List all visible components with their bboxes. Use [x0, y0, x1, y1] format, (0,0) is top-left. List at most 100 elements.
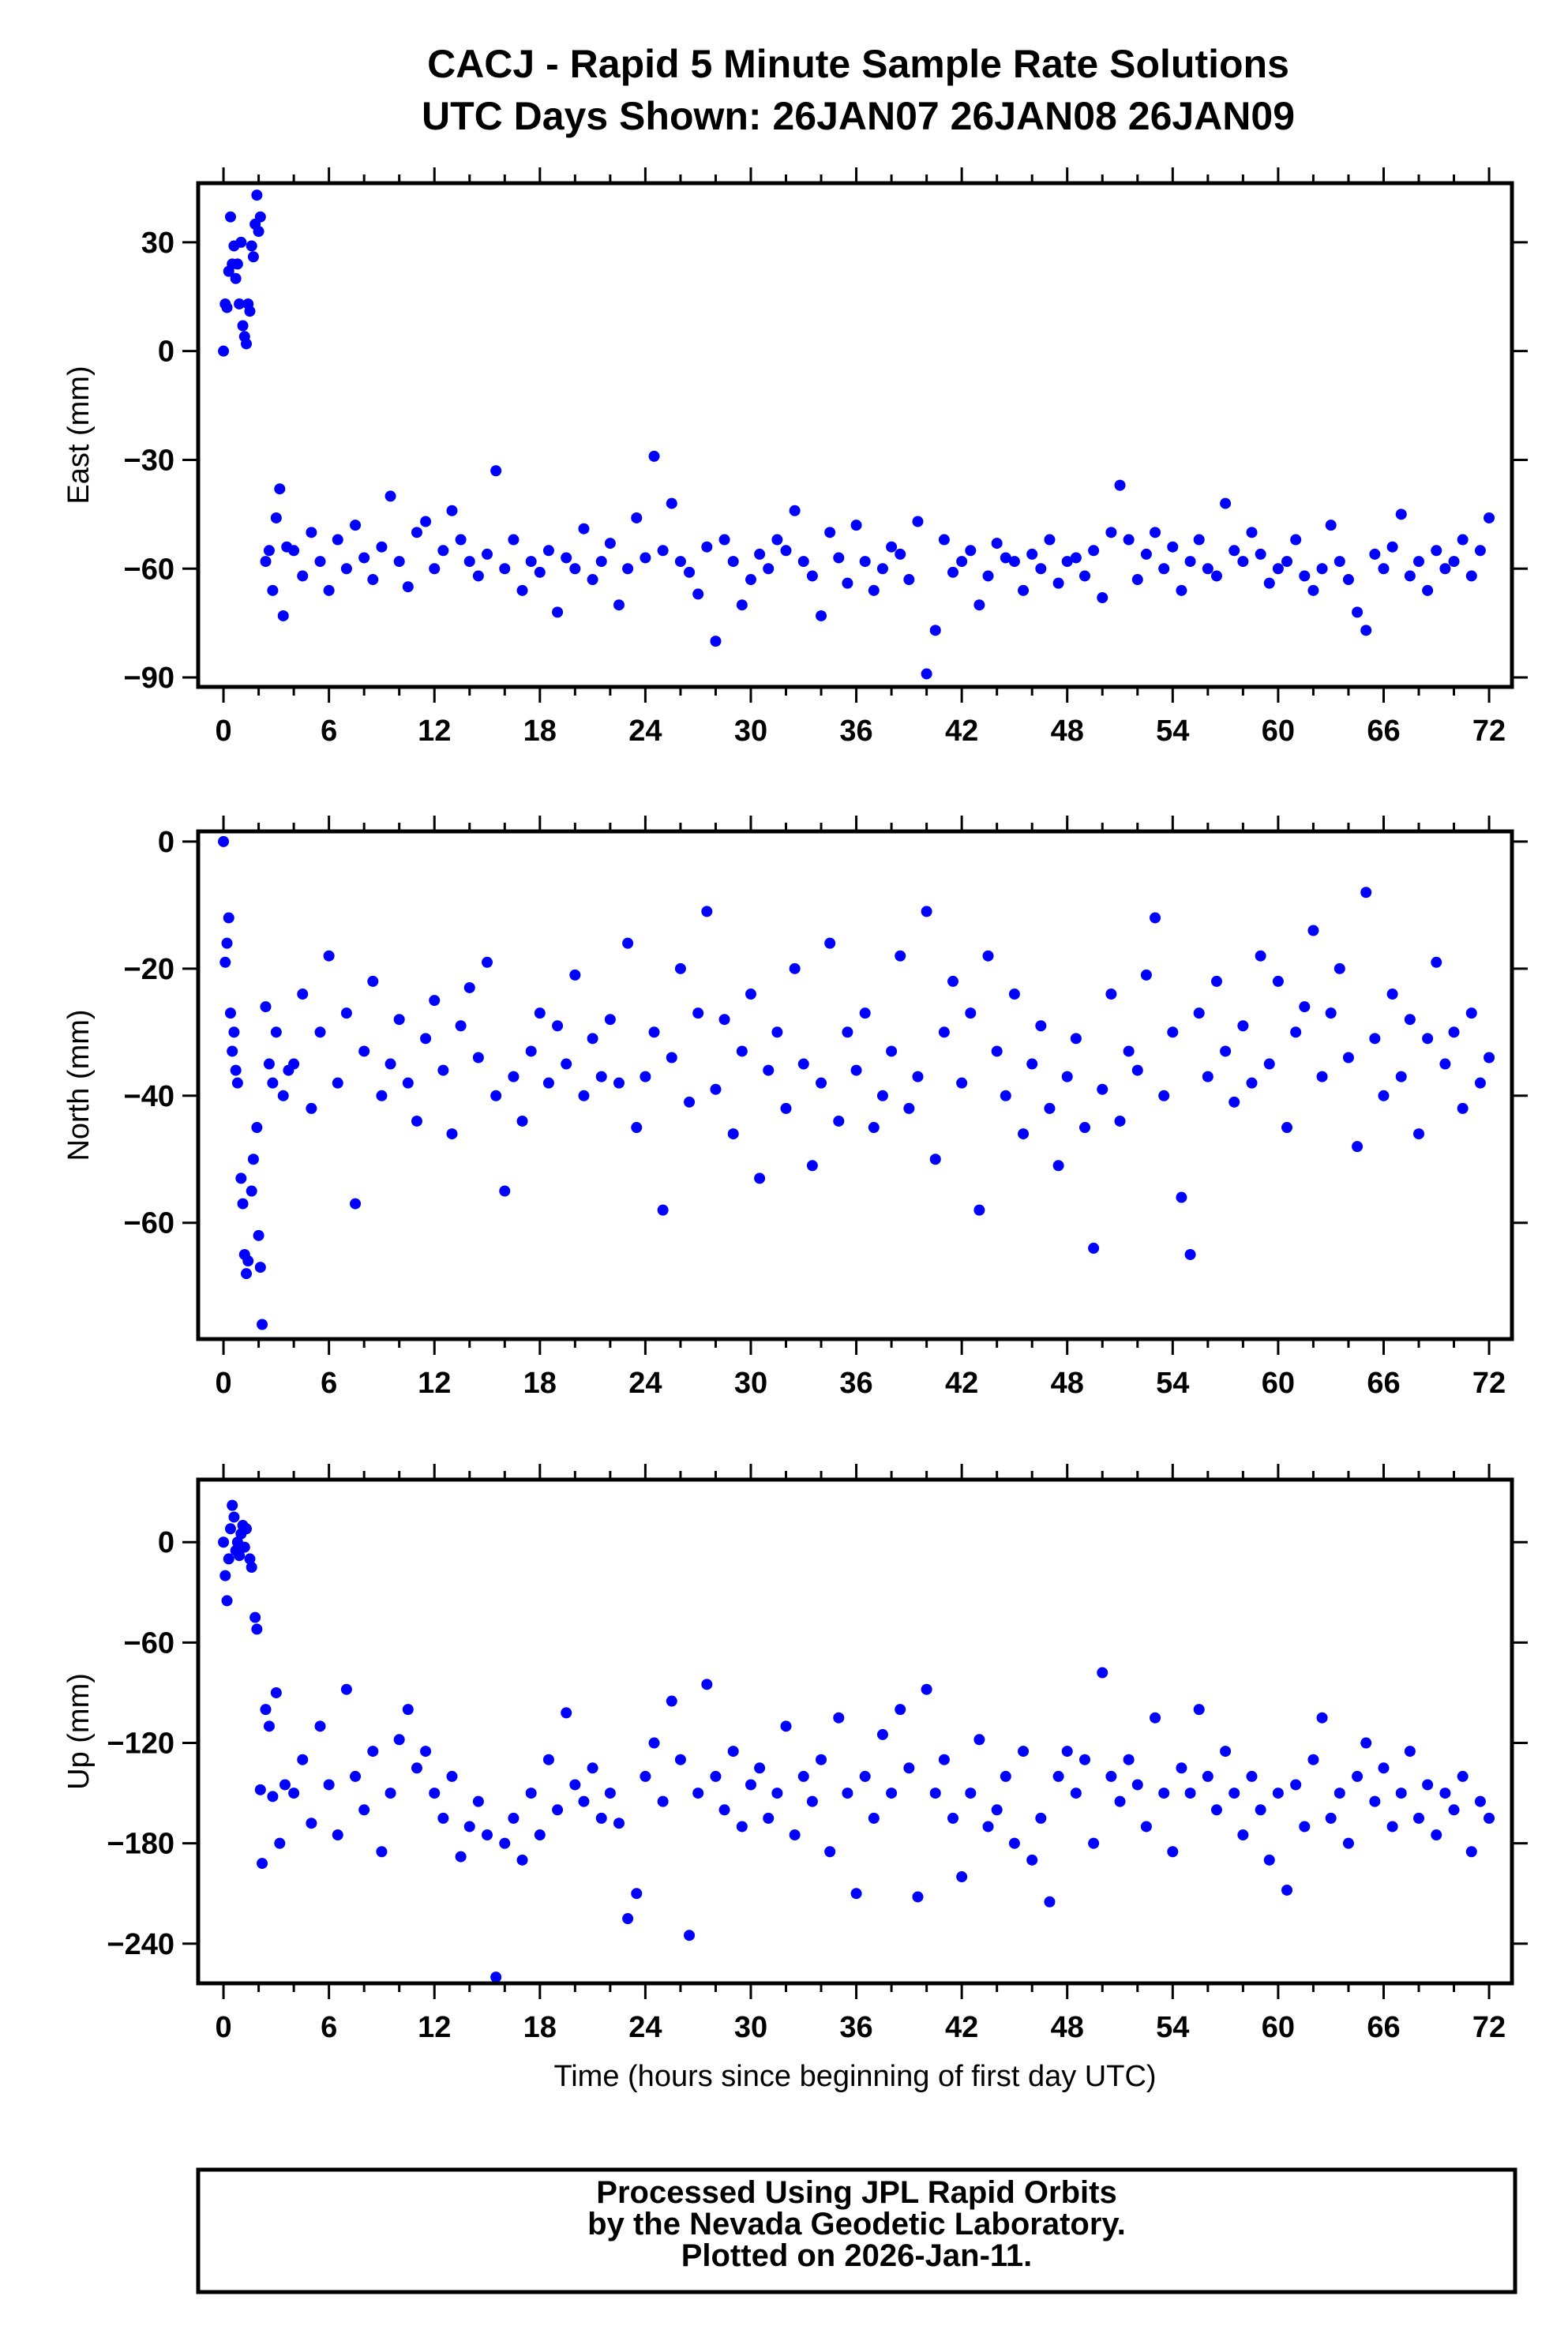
- data-point: [816, 610, 827, 621]
- data-point: [1342, 574, 1354, 586]
- data-point: [797, 1770, 809, 1782]
- data-point: [1052, 1770, 1064, 1782]
- data-point: [402, 1077, 414, 1089]
- data-point: [797, 1058, 809, 1070]
- data-point: [657, 1795, 669, 1807]
- data-point: [231, 1077, 243, 1089]
- data-point: [490, 1971, 502, 1983]
- x-tick-label: 60: [1262, 1367, 1295, 1400]
- data-point: [1465, 1846, 1477, 1858]
- data-point: [947, 975, 959, 987]
- data-point: [1202, 1071, 1214, 1082]
- data-point: [833, 552, 845, 564]
- data-point: [965, 1007, 977, 1019]
- data-point: [648, 1026, 660, 1038]
- data-point: [1158, 563, 1170, 575]
- panel-east: 0 6 12 18 24 30 36 42 48 54 60 66 72 30 0 −30 −60 −90 East…: [62, 167, 1528, 748]
- data-point: [218, 835, 230, 847]
- data-point: [561, 1707, 572, 1719]
- data-point: [237, 1198, 249, 1210]
- data-point: [1114, 1795, 1126, 1807]
- data-point: [816, 1077, 827, 1089]
- y-tick-label: −60: [124, 1626, 174, 1660]
- data-point: [956, 1871, 968, 1883]
- footer-line-1: Processed Using JPL Rapid Orbits: [596, 2175, 1116, 2210]
- data-point: [850, 520, 862, 531]
- data-point: [297, 1754, 309, 1765]
- data-point: [376, 1846, 388, 1858]
- data-point: [947, 1812, 959, 1824]
- data-point: [1246, 527, 1258, 538]
- data-point: [666, 1695, 677, 1707]
- data-point: [1290, 1779, 1302, 1791]
- data-point: [1404, 1014, 1416, 1026]
- data-point: [710, 1083, 722, 1095]
- data-point: [604, 1014, 616, 1026]
- data-point: [1255, 548, 1266, 560]
- data-point: [771, 1026, 783, 1038]
- data-point: [1210, 1804, 1222, 1816]
- data-point: [640, 1071, 651, 1082]
- data-point: [455, 1851, 467, 1863]
- data-point: [1140, 969, 1152, 981]
- data-point: [921, 668, 932, 680]
- data-point: [1052, 577, 1064, 589]
- x-tick-label: 60: [1262, 2011, 1295, 2044]
- data-point: [1044, 534, 1056, 546]
- y-tick-label: 0: [158, 1526, 174, 1559]
- data-point: [1193, 534, 1205, 546]
- y-tick-label: −40: [124, 1080, 174, 1113]
- data-point: [1088, 1242, 1100, 1254]
- data-point: [1404, 570, 1416, 582]
- data-point: [947, 566, 959, 578]
- data-point: [238, 1541, 250, 1553]
- x-tick-label: 6: [321, 715, 337, 748]
- data-point: [227, 1045, 238, 1057]
- data-point: [1378, 1762, 1390, 1774]
- data-point: [1281, 1884, 1293, 1896]
- data-point: [587, 1762, 598, 1774]
- data-point: [982, 570, 994, 582]
- x-tick-label: 48: [1051, 1367, 1084, 1400]
- data-point: [1474, 1795, 1486, 1807]
- y-tick-label: −90: [124, 662, 174, 695]
- data-point: [1123, 1754, 1135, 1765]
- data-point: [727, 1746, 739, 1758]
- data-point: [797, 556, 809, 568]
- data-point: [1431, 956, 1442, 968]
- data-point: [1229, 1788, 1240, 1799]
- x-tick-label: 0: [215, 1367, 231, 1400]
- data-point: [446, 1128, 458, 1140]
- data-point: [1000, 1770, 1011, 1782]
- data-point: [234, 1550, 246, 1562]
- data-point: [1290, 534, 1302, 546]
- data-point: [921, 1683, 932, 1695]
- data-point: [886, 1788, 898, 1799]
- data-point: [1369, 548, 1381, 560]
- x-tick-label: 30: [734, 2011, 767, 2044]
- data-point: [745, 989, 756, 1000]
- data-point: [534, 1829, 546, 1841]
- data-point: [912, 1891, 924, 1903]
- data-point: [789, 1829, 801, 1841]
- data-point: [1448, 1026, 1460, 1038]
- data-point: [221, 937, 233, 949]
- data-point: [251, 1122, 263, 1134]
- data-point: [340, 1683, 352, 1695]
- data-point: [525, 556, 537, 568]
- x-tick-label: 48: [1051, 2011, 1084, 2044]
- data-point: [876, 563, 888, 575]
- data-point: [267, 1791, 279, 1803]
- data-point: [246, 1185, 257, 1197]
- data-point: [903, 1102, 915, 1114]
- data-point: [1378, 563, 1390, 575]
- data-point: [230, 272, 242, 284]
- data-point: [631, 1122, 643, 1134]
- data-point: [1378, 1090, 1390, 1101]
- data-point: [640, 552, 651, 564]
- data-point: [684, 566, 696, 578]
- data-point: [482, 1829, 493, 1841]
- data-point: [982, 1821, 994, 1833]
- data-point: [1474, 545, 1486, 557]
- data-point: [420, 1746, 432, 1758]
